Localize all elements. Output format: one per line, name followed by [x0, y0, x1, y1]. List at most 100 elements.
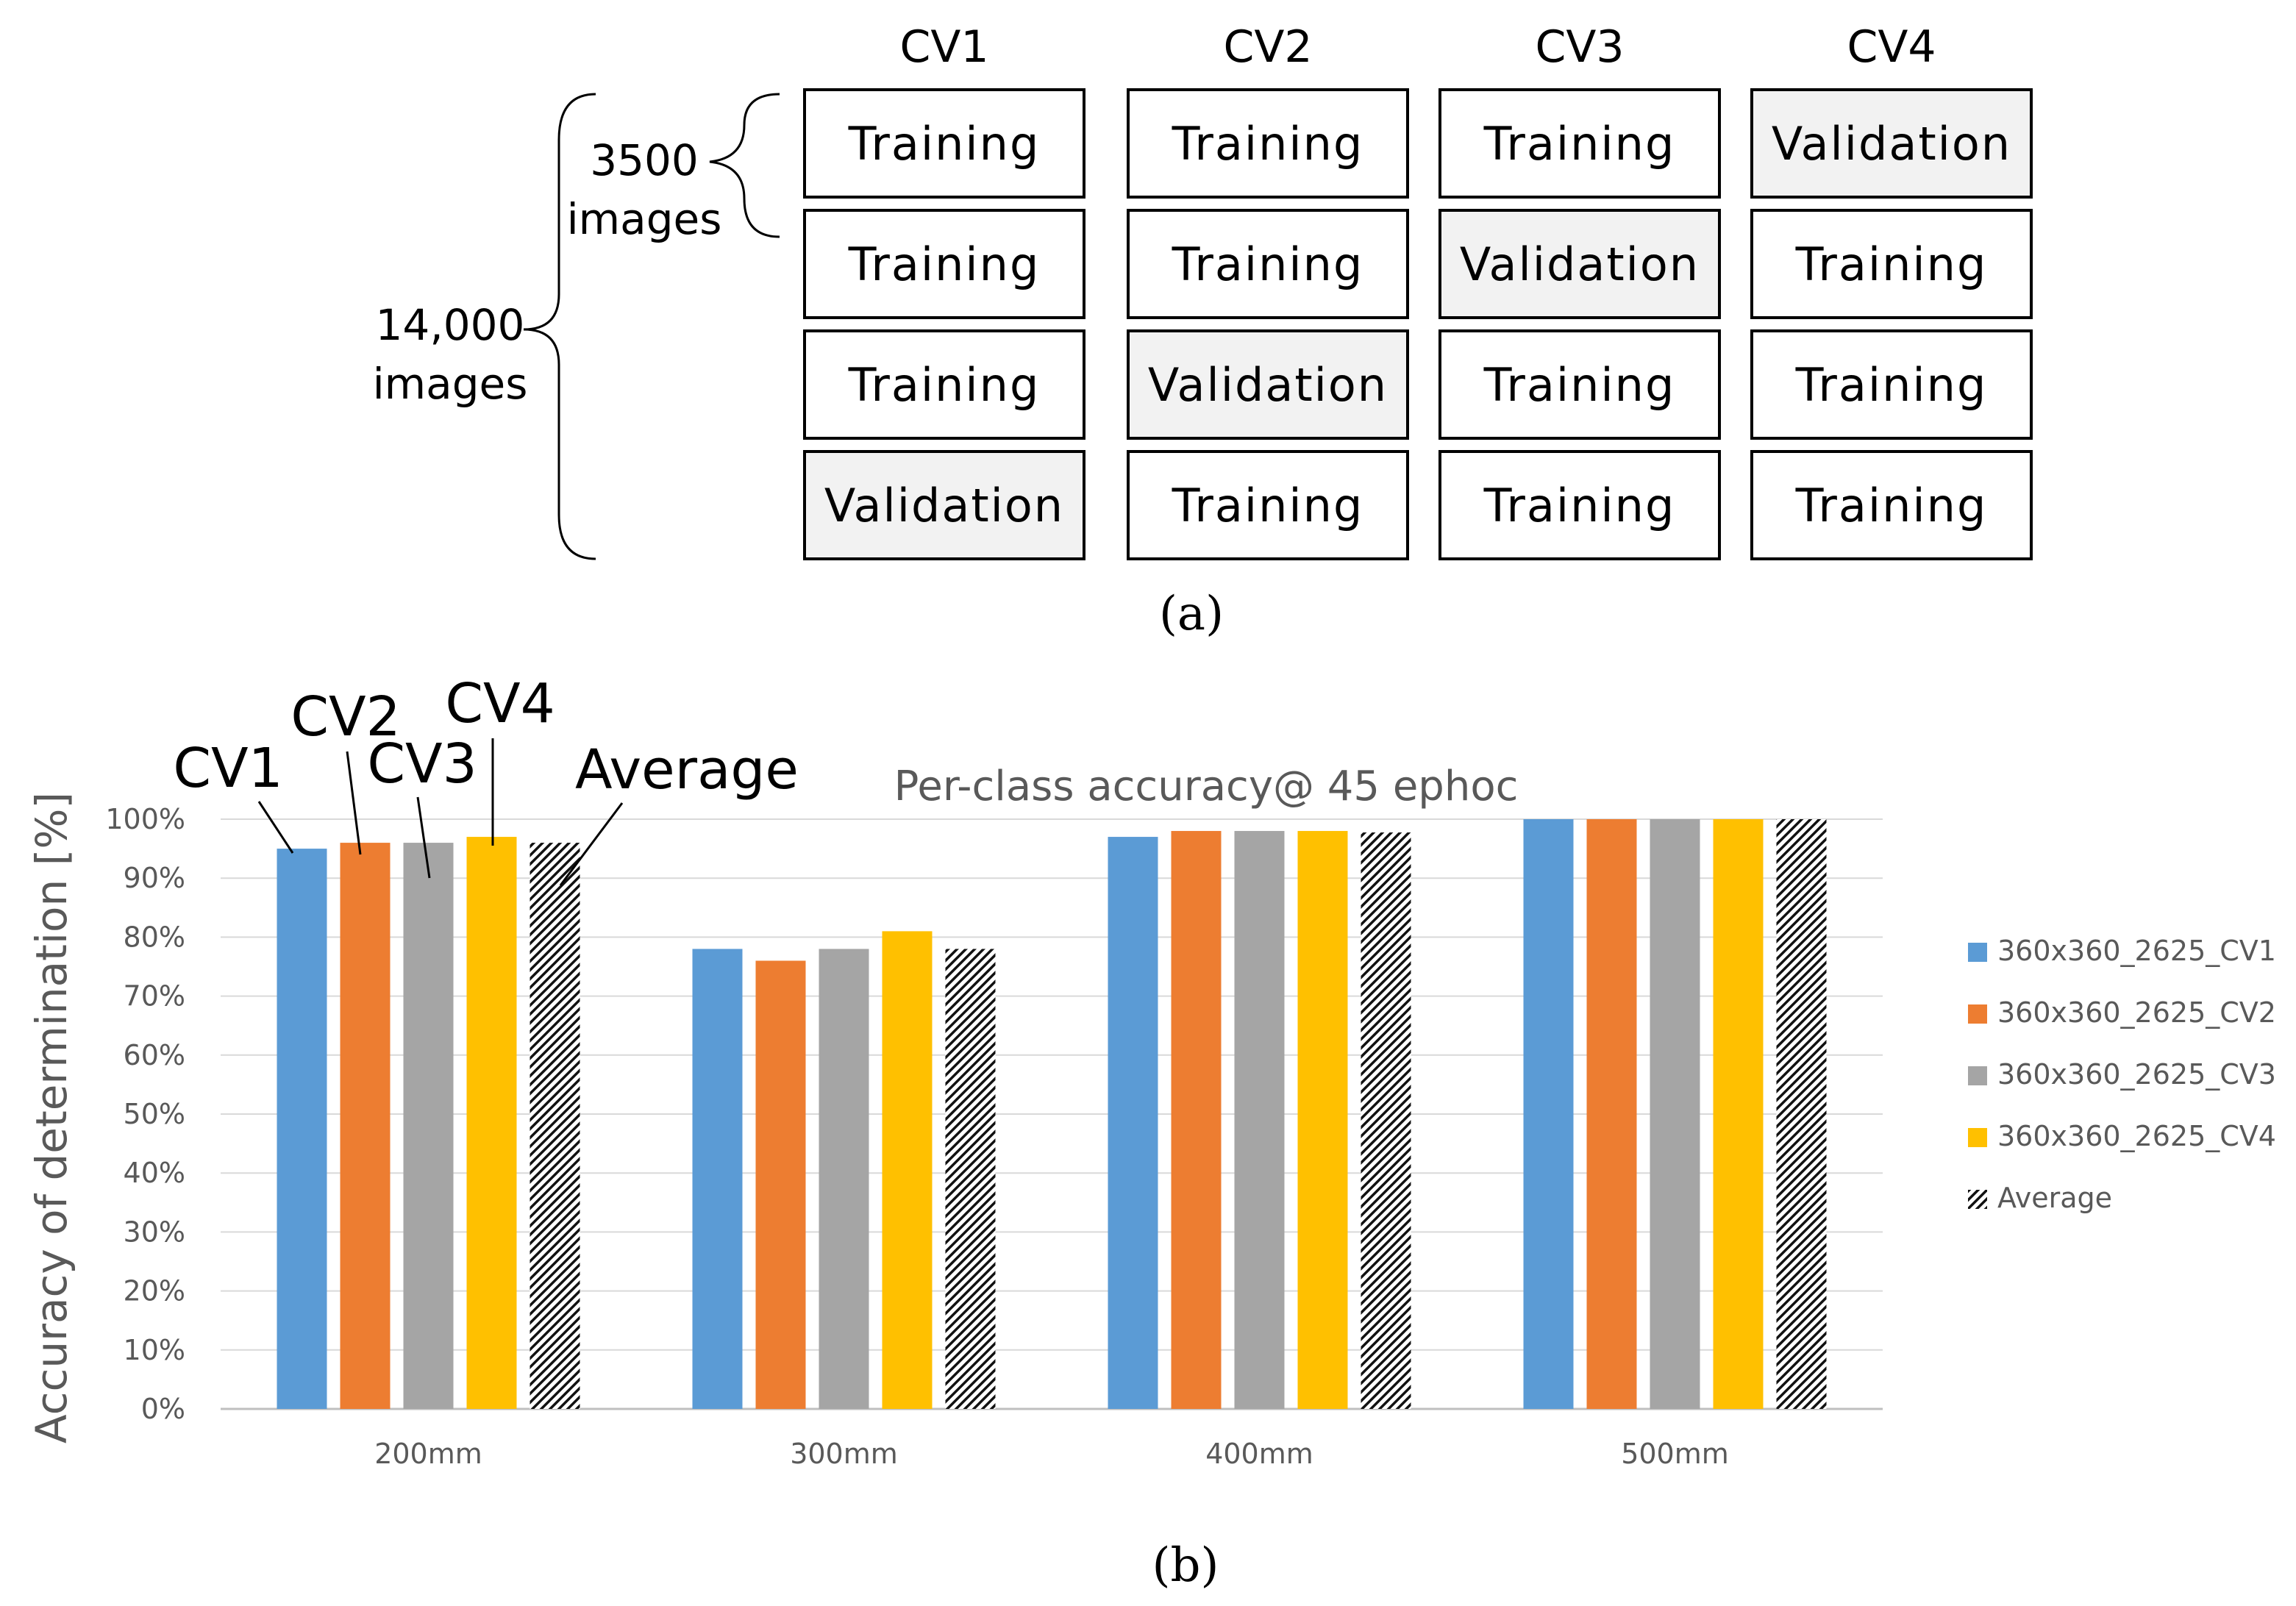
cell-label: Training	[1795, 479, 1988, 532]
bars	[277, 819, 1827, 1409]
annotation-cv3-pointer	[416, 796, 431, 879]
training-cell	[1750, 450, 2033, 560]
y-tick-40: 40%	[124, 1157, 185, 1189]
y-tick-0: 0%	[141, 1393, 185, 1425]
legend-label: 360x360_2625_CV1	[1997, 935, 2276, 967]
legend-label: 360x360_2625_CV2	[1997, 996, 2276, 1029]
accuracy-chart: 0% 10% 20% 30% 40% 50% 60% 70% 80% 90% 100% 200mm 3…	[26, 672, 2276, 1593]
bar-200mm-360x360_2625_cv2	[340, 843, 391, 1409]
bar-500mm-360x360_2625_cv1	[1523, 819, 1574, 1409]
validation-cell	[1127, 329, 1409, 440]
training-cell	[1750, 329, 2033, 440]
legend-item-360x360_2625_cv2: 360x360_2625_CV2	[1968, 996, 2276, 1029]
fold-cell-r3-c2: Validation	[1127, 329, 1409, 440]
legend-item-360x360_2625_cv1: 360x360_2625_CV1	[1968, 935, 2276, 967]
x-tick-500mm: 500mm	[1621, 1438, 1729, 1470]
bar-200mm-360x360_2625_cv3	[403, 843, 454, 1409]
y-tick-10: 10%	[124, 1334, 185, 1366]
legend-label: Average	[1997, 1182, 2112, 1214]
fold-cell-r3-c4: Training	[1750, 329, 2033, 440]
bar-300mm-360x360_2625_cv3	[819, 949, 869, 1409]
training-cell	[1127, 450, 1409, 560]
cell-label: Training	[848, 117, 1041, 171]
bar-300mm-average	[945, 949, 996, 1409]
annotation-average: Average	[575, 738, 799, 802]
y-tick-labels: 0% 10% 20% 30% 40% 50% 60% 70% 80% 90% 100%	[105, 803, 185, 1425]
cell-label: Validation	[1148, 358, 1388, 412]
cell-label: Training	[1483, 117, 1676, 171]
y-tick-100: 100%	[105, 803, 185, 835]
training-cell	[803, 329, 1085, 440]
cell-label: Training	[848, 238, 1041, 291]
legend-swatch	[1968, 1004, 1987, 1024]
total-images-count: 14,000	[376, 300, 525, 350]
validation-cell	[803, 450, 1085, 560]
fold-images-unit: images	[567, 194, 722, 244]
fold-cell-r4-c3: Training	[1438, 450, 1721, 560]
cell-label: Validation	[824, 479, 1064, 532]
fold-images-brace	[709, 93, 780, 238]
legend: 360x360_2625_CV1 360x360_2625_CV2 360x360_…	[1968, 935, 2276, 1214]
legend-item-360x360_2625_cv3: 360x360_2625_CV3	[1968, 1058, 2276, 1091]
column-header-cv2: CV2	[1223, 21, 1312, 73]
total-images-unit: images	[373, 359, 528, 409]
cell-label: Training	[1172, 238, 1364, 291]
cell-label: Training	[1172, 479, 1364, 532]
fold-cell-r2-c2: Training	[1127, 209, 1409, 319]
legend-swatch	[1968, 1190, 1987, 1209]
bar-400mm-360x360_2625_cv1	[1108, 837, 1158, 1409]
bar-400mm-average	[1361, 832, 1411, 1409]
bar-200mm-average	[530, 843, 580, 1409]
cell-label: Training	[848, 358, 1041, 412]
cell-label: Validation	[1460, 238, 1700, 291]
bar-200mm-360x360_2625_cv1	[277, 849, 327, 1409]
y-tick-60: 60%	[124, 1039, 185, 1071]
training-cell	[1127, 209, 1409, 319]
annotation-cv1: CV1	[173, 737, 282, 800]
training-cell	[1750, 209, 2033, 319]
training-cell	[1127, 88, 1409, 199]
fold-cell-r3-c3: Training	[1438, 329, 1721, 440]
training-cell	[1438, 329, 1721, 440]
fold-images-count: 3500	[590, 135, 699, 185]
cell-label: Training	[1172, 117, 1364, 171]
fold-cell-r2-c4: Training	[1750, 209, 2033, 319]
legend-swatch	[1968, 1128, 1987, 1147]
annotation-cv2-pointer	[346, 751, 362, 855]
fold-cell-r4-c2: Training	[1127, 450, 1409, 560]
legend-swatch	[1968, 1066, 1987, 1085]
training-cell	[1438, 450, 1721, 560]
caption-a: (a)	[1159, 587, 1224, 641]
bar-300mm-360x360_2625_cv1	[692, 949, 743, 1409]
legend-item-average: Average	[1968, 1182, 2112, 1214]
training-cell	[803, 88, 1085, 199]
legend-label: 360x360_2625_CV3	[1997, 1058, 2276, 1091]
legend-label: 360x360_2625_CV4	[1997, 1120, 2276, 1152]
bar-500mm-360x360_2625_cv2	[1586, 819, 1637, 1409]
cell-label: Training	[1483, 358, 1676, 412]
cell-label: Validation	[1772, 117, 2011, 171]
x-tick-labels: 200mm 300mm 400mm 500mm	[374, 1438, 1729, 1470]
fold-cell-r2-c1: Training	[803, 209, 1085, 319]
annotation-cv1-pointer	[257, 801, 294, 854]
bar-200mm-360x360_2625_cv4	[466, 837, 517, 1409]
training-cell	[1438, 88, 1721, 199]
bar-400mm-360x360_2625_cv2	[1171, 831, 1222, 1409]
y-tick-30: 30%	[124, 1216, 185, 1248]
training-cell	[803, 209, 1085, 319]
annotation-average-pointer	[559, 802, 624, 886]
x-tick-200mm: 200mm	[374, 1438, 482, 1470]
x-tick-400mm: 400mm	[1205, 1438, 1313, 1470]
fold-cell-r1-c2: Training	[1127, 88, 1409, 199]
y-tick-20: 20%	[124, 1275, 185, 1307]
legend-swatch	[1968, 943, 1987, 962]
bar-500mm-360x360_2625_cv4	[1713, 819, 1764, 1409]
y-axis-label: Accuracy of determination [%]	[26, 792, 76, 1443]
y-tick-90: 90%	[124, 862, 185, 894]
bar-300mm-360x360_2625_cv4	[882, 931, 933, 1409]
x-tick-300mm: 300mm	[790, 1438, 898, 1470]
bar-annotations: CV1 CV2 CV3 CV4 Average	[173, 672, 799, 886]
y-tick-80: 80%	[124, 921, 185, 953]
column-header-cv4: CV4	[1847, 21, 1936, 73]
